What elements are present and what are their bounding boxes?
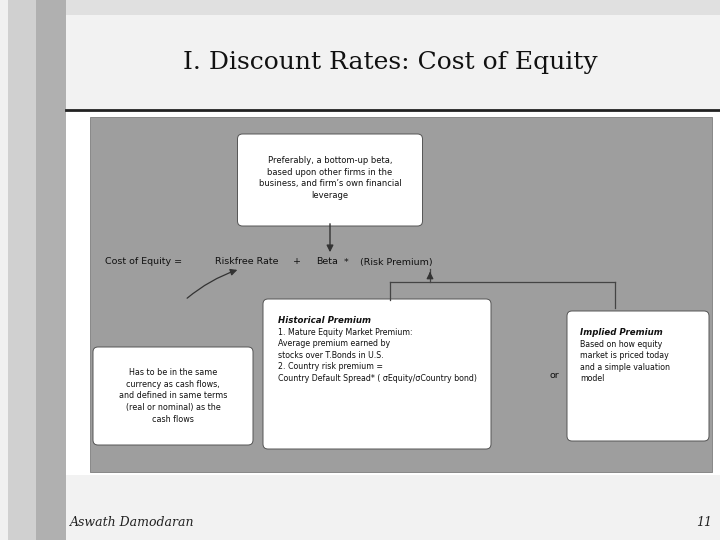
Text: Historical Premium: Historical Premium (278, 316, 371, 325)
Text: I. Discount Rates: Cost of Equity: I. Discount Rates: Cost of Equity (183, 51, 598, 73)
FancyBboxPatch shape (36, 0, 66, 540)
FancyBboxPatch shape (66, 0, 720, 15)
Text: Preferably, a bottom-up beta,
based upon other firms in the
business, and firm’s: Preferably, a bottom-up beta, based upon… (258, 156, 401, 200)
FancyBboxPatch shape (238, 134, 423, 226)
FancyBboxPatch shape (90, 117, 712, 472)
Text: 11: 11 (696, 516, 712, 529)
FancyBboxPatch shape (66, 0, 720, 110)
Text: +: + (293, 258, 301, 267)
Text: Based on how equity
market is priced today
and a simple valuation
model: Based on how equity market is priced tod… (580, 340, 670, 383)
Text: Aswath Damodaran: Aswath Damodaran (70, 516, 194, 529)
Text: Riskfree Rate: Riskfree Rate (215, 258, 279, 267)
FancyBboxPatch shape (93, 347, 253, 445)
FancyBboxPatch shape (567, 311, 709, 441)
Text: Implied Premium: Implied Premium (580, 328, 662, 337)
FancyBboxPatch shape (8, 0, 36, 540)
Text: Cost of Equity =: Cost of Equity = (105, 258, 182, 267)
Text: (Risk Premium): (Risk Premium) (360, 258, 433, 267)
Text: 1. Mature Equity Market Premium:
Average premium earned by
stocks over T.Bonds i: 1. Mature Equity Market Premium: Average… (278, 328, 477, 383)
Text: Has to be in the same
currency as cash flows,
and defined in same terms
(real or: Has to be in the same currency as cash f… (119, 368, 228, 424)
Text: *: * (343, 258, 348, 267)
FancyBboxPatch shape (0, 0, 8, 540)
Text: or: or (549, 370, 559, 380)
FancyBboxPatch shape (263, 299, 491, 449)
Text: Beta: Beta (316, 258, 338, 267)
FancyBboxPatch shape (66, 475, 720, 540)
